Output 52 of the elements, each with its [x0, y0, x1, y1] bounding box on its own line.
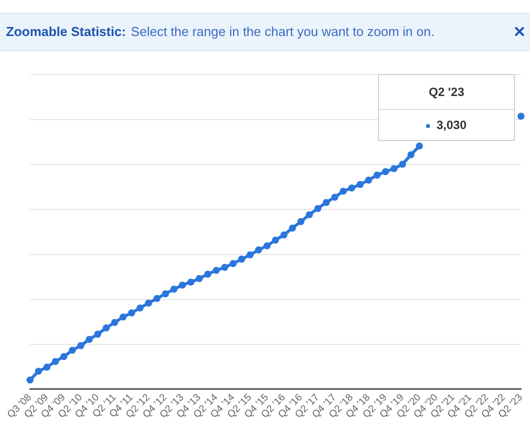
point	[43, 364, 50, 371]
point	[170, 286, 178, 293]
point	[356, 180, 364, 188]
point	[136, 304, 144, 312]
point	[153, 294, 160, 302]
point	[306, 211, 313, 218]
point	[212, 266, 220, 274]
point	[68, 346, 76, 354]
point	[398, 160, 406, 168]
annotation: 3,030	[436, 118, 467, 132]
point	[288, 224, 296, 232]
point	[26, 376, 34, 384]
point	[204, 270, 212, 278]
point	[264, 242, 271, 250]
point	[340, 188, 347, 195]
point	[162, 290, 169, 298]
point	[322, 198, 330, 206]
point	[407, 151, 414, 158]
point	[416, 142, 423, 150]
tooltip-box: Q2 '23 3,030	[378, 74, 515, 142]
point	[518, 112, 524, 120]
point	[272, 236, 279, 244]
point	[221, 264, 228, 271]
text: Select the range in the chart you want to zoom in on.	[130, 24, 434, 39]
point	[331, 194, 338, 201]
point	[111, 318, 118, 326]
point	[230, 260, 237, 268]
point	[178, 282, 186, 289]
point	[34, 368, 42, 375]
point	[86, 336, 93, 343]
point	[145, 300, 152, 307]
point	[238, 256, 246, 263]
point	[52, 358, 59, 365]
point	[374, 172, 381, 179]
point	[60, 353, 68, 360]
point	[348, 184, 356, 192]
point	[128, 309, 136, 316]
point	[102, 324, 110, 332]
point	[280, 231, 288, 238]
point	[390, 165, 398, 172]
point	[382, 168, 390, 176]
point	[196, 275, 203, 282]
point	[297, 218, 304, 226]
text: Zoomable Statistic:	[6, 24, 126, 39]
point	[77, 342, 84, 350]
point	[314, 204, 322, 212]
point	[246, 251, 254, 258]
point	[94, 330, 102, 338]
point	[187, 278, 194, 286]
point	[255, 246, 262, 254]
point	[120, 314, 127, 320]
point	[365, 176, 372, 184]
